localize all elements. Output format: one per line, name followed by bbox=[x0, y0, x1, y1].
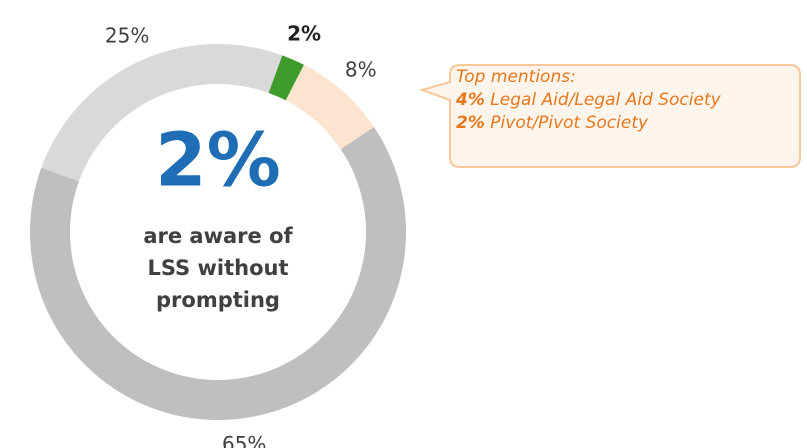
callout-box bbox=[418, 64, 801, 168]
callout: Top mentions: 4% Legal Aid/Legal Aid Soc… bbox=[418, 64, 801, 168]
callout-title: Top mentions: bbox=[456, 67, 576, 87]
center-text: prompting bbox=[156, 288, 280, 312]
donut-segment bbox=[285, 64, 374, 150]
callout-item: 4% Legal Aid/Legal Aid Society bbox=[455, 90, 722, 110]
donut-segment bbox=[30, 126, 406, 421]
callout-item-value: 4% bbox=[455, 90, 485, 110]
data-label: 25% bbox=[105, 24, 149, 48]
center-value: 2% bbox=[155, 118, 281, 204]
callout-item: 2% Pivot/Pivot Society bbox=[456, 113, 649, 133]
data-label: 8% bbox=[345, 58, 377, 82]
data-label: 65% bbox=[222, 432, 266, 448]
callout-item-label: Legal Aid/Legal Aid Society bbox=[490, 90, 721, 110]
center-text: LSS without bbox=[147, 256, 288, 280]
donut-segment bbox=[268, 55, 304, 101]
donut-segment bbox=[41, 44, 283, 182]
callout-item-label: Pivot/Pivot Society bbox=[490, 113, 649, 133]
center-text: are aware of bbox=[143, 224, 293, 248]
callout-item-value: 2% bbox=[456, 113, 485, 133]
data-label: 2% bbox=[287, 21, 321, 45]
